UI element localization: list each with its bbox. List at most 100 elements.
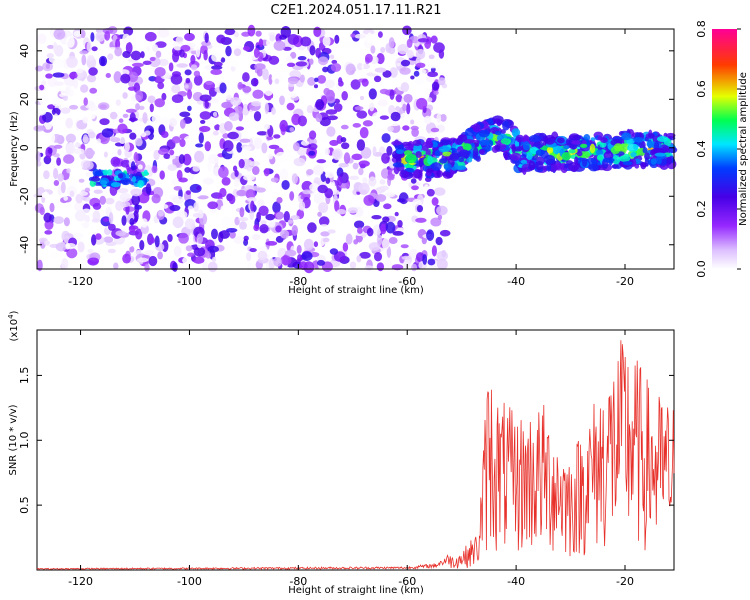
spectrogram-cell	[430, 217, 442, 227]
spectrogram-cell	[117, 173, 124, 179]
x-tick-label: -60	[398, 575, 416, 588]
spectrogram-cell	[561, 151, 572, 161]
spectrogram-cell	[129, 217, 135, 226]
spectrogram-cell	[281, 179, 290, 190]
spectrogram-cell	[80, 84, 89, 93]
spectrogram-cell	[535, 160, 544, 171]
spectrogram-cell	[403, 219, 410, 230]
spectrogram-cell	[353, 239, 359, 245]
spectrogram-cell	[56, 157, 62, 166]
spectrogram-cell	[366, 32, 373, 44]
spectrogram-cell	[242, 46, 251, 51]
spectrogram-cell	[91, 46, 98, 52]
spectrogram-cell	[618, 156, 631, 162]
spectrogram-cell	[371, 215, 382, 220]
spectrogram-cell	[457, 134, 468, 142]
spectrogram-cell	[93, 189, 103, 194]
spectrogram-cell	[212, 130, 219, 136]
spectrogram-cell	[97, 102, 110, 111]
spectrogram-cell	[221, 176, 231, 186]
spectrogram-cell	[312, 164, 324, 176]
spectrogram-cell	[436, 258, 448, 270]
spectrogram-cell	[433, 42, 445, 53]
spectrogram-cell	[630, 151, 637, 158]
spectrogram-cell	[252, 233, 261, 241]
spectrogram-cell	[73, 30, 82, 38]
x-tick-label: -120	[68, 575, 93, 588]
spectrogram-cell	[148, 255, 158, 267]
spectrogram-cell	[226, 228, 238, 233]
spectrogram-cell	[440, 114, 447, 122]
spectrogram-cell	[218, 166, 229, 179]
spectrogram-cell	[242, 85, 252, 93]
spectrogram-cell	[325, 177, 331, 184]
spectrogram-cell	[227, 131, 239, 140]
spectrogram-cell	[193, 74, 203, 86]
spectrogram-cell	[115, 230, 127, 237]
spectrogram-cell	[51, 107, 61, 116]
spectrogram-cell	[431, 245, 437, 257]
spectrogram-cell	[563, 145, 570, 150]
spectrogram-cell	[544, 134, 556, 145]
spectrogram-cell	[161, 204, 169, 209]
spectrogram-cell	[596, 155, 604, 161]
spectrogram-cell	[290, 215, 300, 221]
y-tick-label: -40	[18, 236, 31, 254]
spectrogram-cell	[574, 156, 579, 166]
spectrogram-cell	[427, 71, 439, 78]
spectrogram-cell	[289, 191, 295, 201]
spectrogram-cell	[91, 176, 101, 182]
spectrogram-cell	[37, 33, 47, 44]
spectrogram-cell	[145, 46, 151, 52]
spectrogram-cell	[134, 204, 142, 210]
spectrogram-cell	[334, 34, 340, 44]
spectrogram-cell	[52, 58, 65, 69]
spectrogram-cell	[300, 140, 310, 146]
spectrogram-cell	[253, 78, 258, 87]
spectrogram-cell	[313, 26, 322, 37]
spectrogram-cell	[296, 244, 302, 254]
spectrogram-cell	[439, 229, 451, 237]
spectrogram-cell	[354, 106, 364, 111]
spectrogram-cell	[149, 56, 156, 62]
spectrogram-cell	[382, 238, 390, 250]
spectrogram-cell	[340, 124, 349, 130]
spectrogram-cell	[622, 161, 633, 166]
spectrogram-cell	[266, 136, 274, 141]
spectrogram-cell	[247, 24, 256, 37]
spectrogram-cell	[280, 26, 292, 38]
spectrogram-cell	[69, 72, 78, 79]
spectrogram-cell	[286, 102, 295, 111]
spectrogram-cell	[392, 162, 404, 168]
spectrogram-cell	[356, 139, 366, 151]
spectrogram-cell	[129, 112, 136, 123]
spectrogram-cell	[269, 34, 275, 42]
spectrogram-cell	[333, 103, 343, 112]
spectrogram-cell	[415, 217, 427, 223]
spectrogram-cell	[297, 56, 307, 61]
spectrogram-cell	[253, 137, 263, 150]
spectrogram-cell	[205, 252, 212, 259]
spectrogram-cell	[72, 77, 79, 89]
spectrogram-cell	[416, 97, 428, 110]
spectrogram-cell	[179, 138, 186, 148]
spectrogram-cell	[44, 230, 53, 235]
colorbar-gradient	[712, 29, 737, 269]
spectrogram-cell	[379, 88, 390, 95]
spectrogram-cell	[137, 164, 143, 170]
spectrogram-cell	[647, 133, 655, 138]
spectrogram-cell	[301, 251, 313, 261]
snr-y-axis-label: SNR (10 * v/v)	[8, 404, 19, 475]
spectrogram-cell	[88, 131, 96, 139]
spectrogram-cell	[106, 169, 113, 176]
spectrogram-cell	[431, 141, 439, 148]
spectrogram-cell	[47, 104, 56, 110]
x-tick-label: -20	[616, 275, 634, 288]
spectrogram-cell	[36, 60, 42, 66]
spectrogram-cell	[376, 138, 384, 146]
x-tick-label: -100	[177, 275, 202, 288]
spectrogram-cell	[302, 189, 313, 195]
spectrogram-cell	[406, 103, 411, 115]
spectrogram-cell	[332, 148, 343, 161]
spectrogram-cell	[36, 161, 42, 167]
